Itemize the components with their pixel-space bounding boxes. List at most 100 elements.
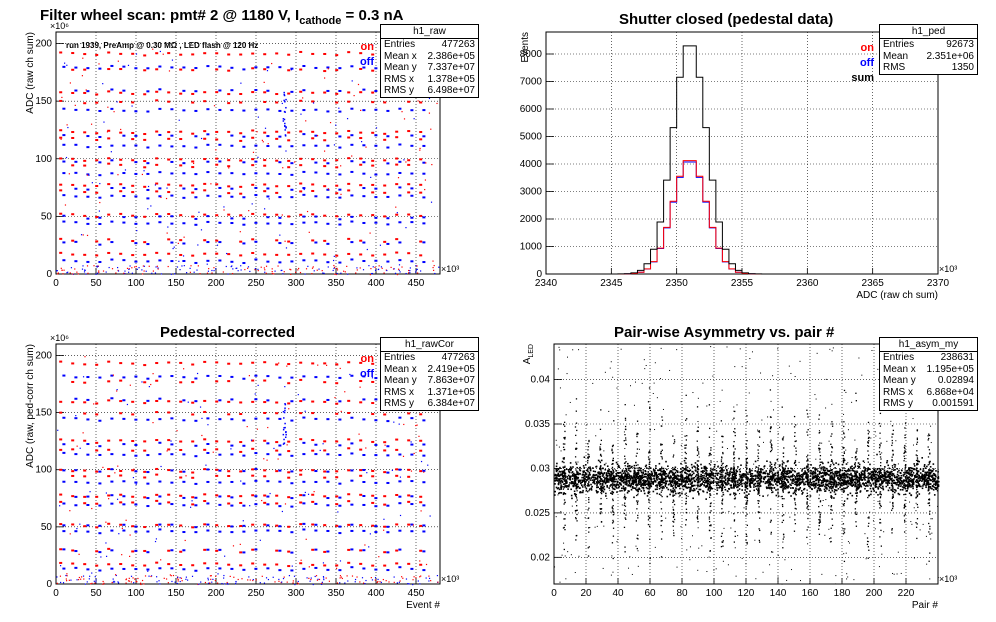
asym-point: [745, 491, 748, 493]
asym-point: [844, 470, 847, 472]
asym-point: [783, 480, 785, 483]
raw-point-bg: [396, 212, 398, 214]
asym-point: [901, 486, 904, 488]
cor-point-on: [287, 550, 291, 553]
asym-point: [605, 472, 608, 475]
cor-point-on: [191, 471, 195, 474]
cor-point-bg: [155, 538, 158, 540]
cor-point-on: [59, 523, 63, 526]
cor-point-bg: [318, 578, 321, 581]
asym-point: [621, 475, 623, 477]
raw-point-on: [227, 253, 231, 256]
asym-point: [787, 485, 790, 487]
cor-point-on: [395, 468, 399, 471]
asym-point: [835, 470, 838, 473]
asym-point: [777, 474, 779, 477]
asym-point: [831, 485, 834, 488]
raw-stats-value: 6.498e+07: [427, 85, 475, 96]
raw-point-bg: [323, 150, 326, 152]
cor-point-on: [107, 547, 111, 550]
raw-point-on: [215, 52, 219, 55]
cor-point-off: [230, 453, 234, 456]
asym-point: [846, 481, 848, 483]
cor-point-bg: [274, 581, 276, 583]
asym-point: [706, 480, 708, 483]
raw-point-bg: [281, 102, 283, 105]
cor-point-off: [146, 505, 150, 508]
raw-point-off: [206, 259, 210, 262]
cor-point-off: [182, 419, 186, 422]
cor-point-off: [314, 470, 318, 473]
asym-point: [575, 473, 577, 476]
raw-point-on: [155, 52, 159, 55]
cor-point-spike: [282, 410, 285, 413]
raw-point-on: [143, 133, 147, 136]
cor-point-bg: [116, 389, 118, 391]
asym-point: [825, 485, 827, 487]
asym-point: [883, 476, 885, 478]
cor-point-bg: [59, 575, 62, 577]
raw-point-bg: [304, 273, 306, 275]
raw-point-on: [191, 92, 195, 95]
asym-xtick-label: 40: [612, 588, 624, 599]
raw-point-on: [311, 137, 315, 140]
asym-point: [801, 479, 804, 481]
cor-point-bg: [410, 441, 412, 443]
asym-point: [557, 492, 560, 495]
asym-point: [594, 477, 597, 479]
cor-point-off: [266, 529, 270, 532]
cor-point-off: [338, 453, 342, 456]
cor-point-on: [311, 412, 315, 415]
raw-point-off: [362, 187, 366, 190]
raw-point-off: [338, 89, 342, 92]
cor-point-bg: [288, 408, 290, 410]
asym-point: [917, 477, 920, 480]
asym-point: [816, 491, 818, 493]
asym-point: [681, 478, 684, 481]
raw-point-off: [350, 160, 354, 163]
ped-stats-name: h1_ped: [880, 25, 977, 39]
asym-point: [605, 479, 608, 482]
cor-stats-value: 2.419e+05: [427, 363, 475, 375]
raw-point-off: [242, 223, 246, 226]
cor-point-off: [254, 567, 258, 570]
raw-point-on: [359, 91, 363, 94]
raw-point-off: [158, 215, 162, 218]
asym-point: [643, 492, 646, 495]
cor-point-on: [59, 411, 63, 414]
cor-point-bg: [263, 582, 266, 584]
asym-point: [899, 476, 902, 479]
cor-point-bg: [105, 492, 107, 494]
cor-xtick-label: 300: [288, 588, 305, 599]
asym-point: [568, 468, 571, 471]
raw-point-off: [314, 241, 318, 244]
asym-point: [717, 465, 719, 468]
asym-point: [666, 495, 669, 498]
cor-point-on: [203, 468, 207, 471]
cor-point-off: [290, 376, 294, 379]
asym-point: [935, 480, 938, 483]
asym-point: [838, 471, 841, 473]
asym-point: [572, 475, 575, 477]
asym-point: [703, 479, 706, 482]
asym-point: [887, 471, 889, 474]
cor-point-on: [71, 401, 75, 404]
raw-point-bg: [428, 97, 431, 100]
raw-point-on: [239, 240, 243, 243]
cor-point-off: [134, 375, 138, 378]
asym-point: [712, 472, 714, 475]
asym-point: [772, 468, 774, 470]
raw-point-on: [299, 213, 303, 216]
cor-point-off: [230, 525, 234, 528]
asym-point: [856, 486, 859, 488]
raw-point-off: [86, 90, 90, 93]
cor-point-off: [350, 469, 354, 472]
raw-point-bg: [371, 92, 373, 94]
raw-point-bg: [335, 273, 337, 276]
asym-point: [759, 470, 762, 473]
raw-point-off: [182, 242, 186, 245]
asym-point: [680, 468, 682, 470]
asym-point: [830, 471, 832, 474]
raw-point-bg: [145, 270, 147, 272]
asym-point: [704, 468, 706, 470]
